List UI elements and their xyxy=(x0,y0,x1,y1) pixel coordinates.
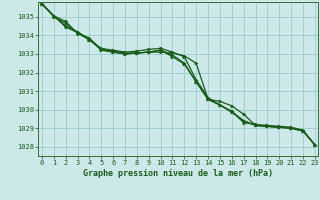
X-axis label: Graphe pression niveau de la mer (hPa): Graphe pression niveau de la mer (hPa) xyxy=(84,169,273,178)
